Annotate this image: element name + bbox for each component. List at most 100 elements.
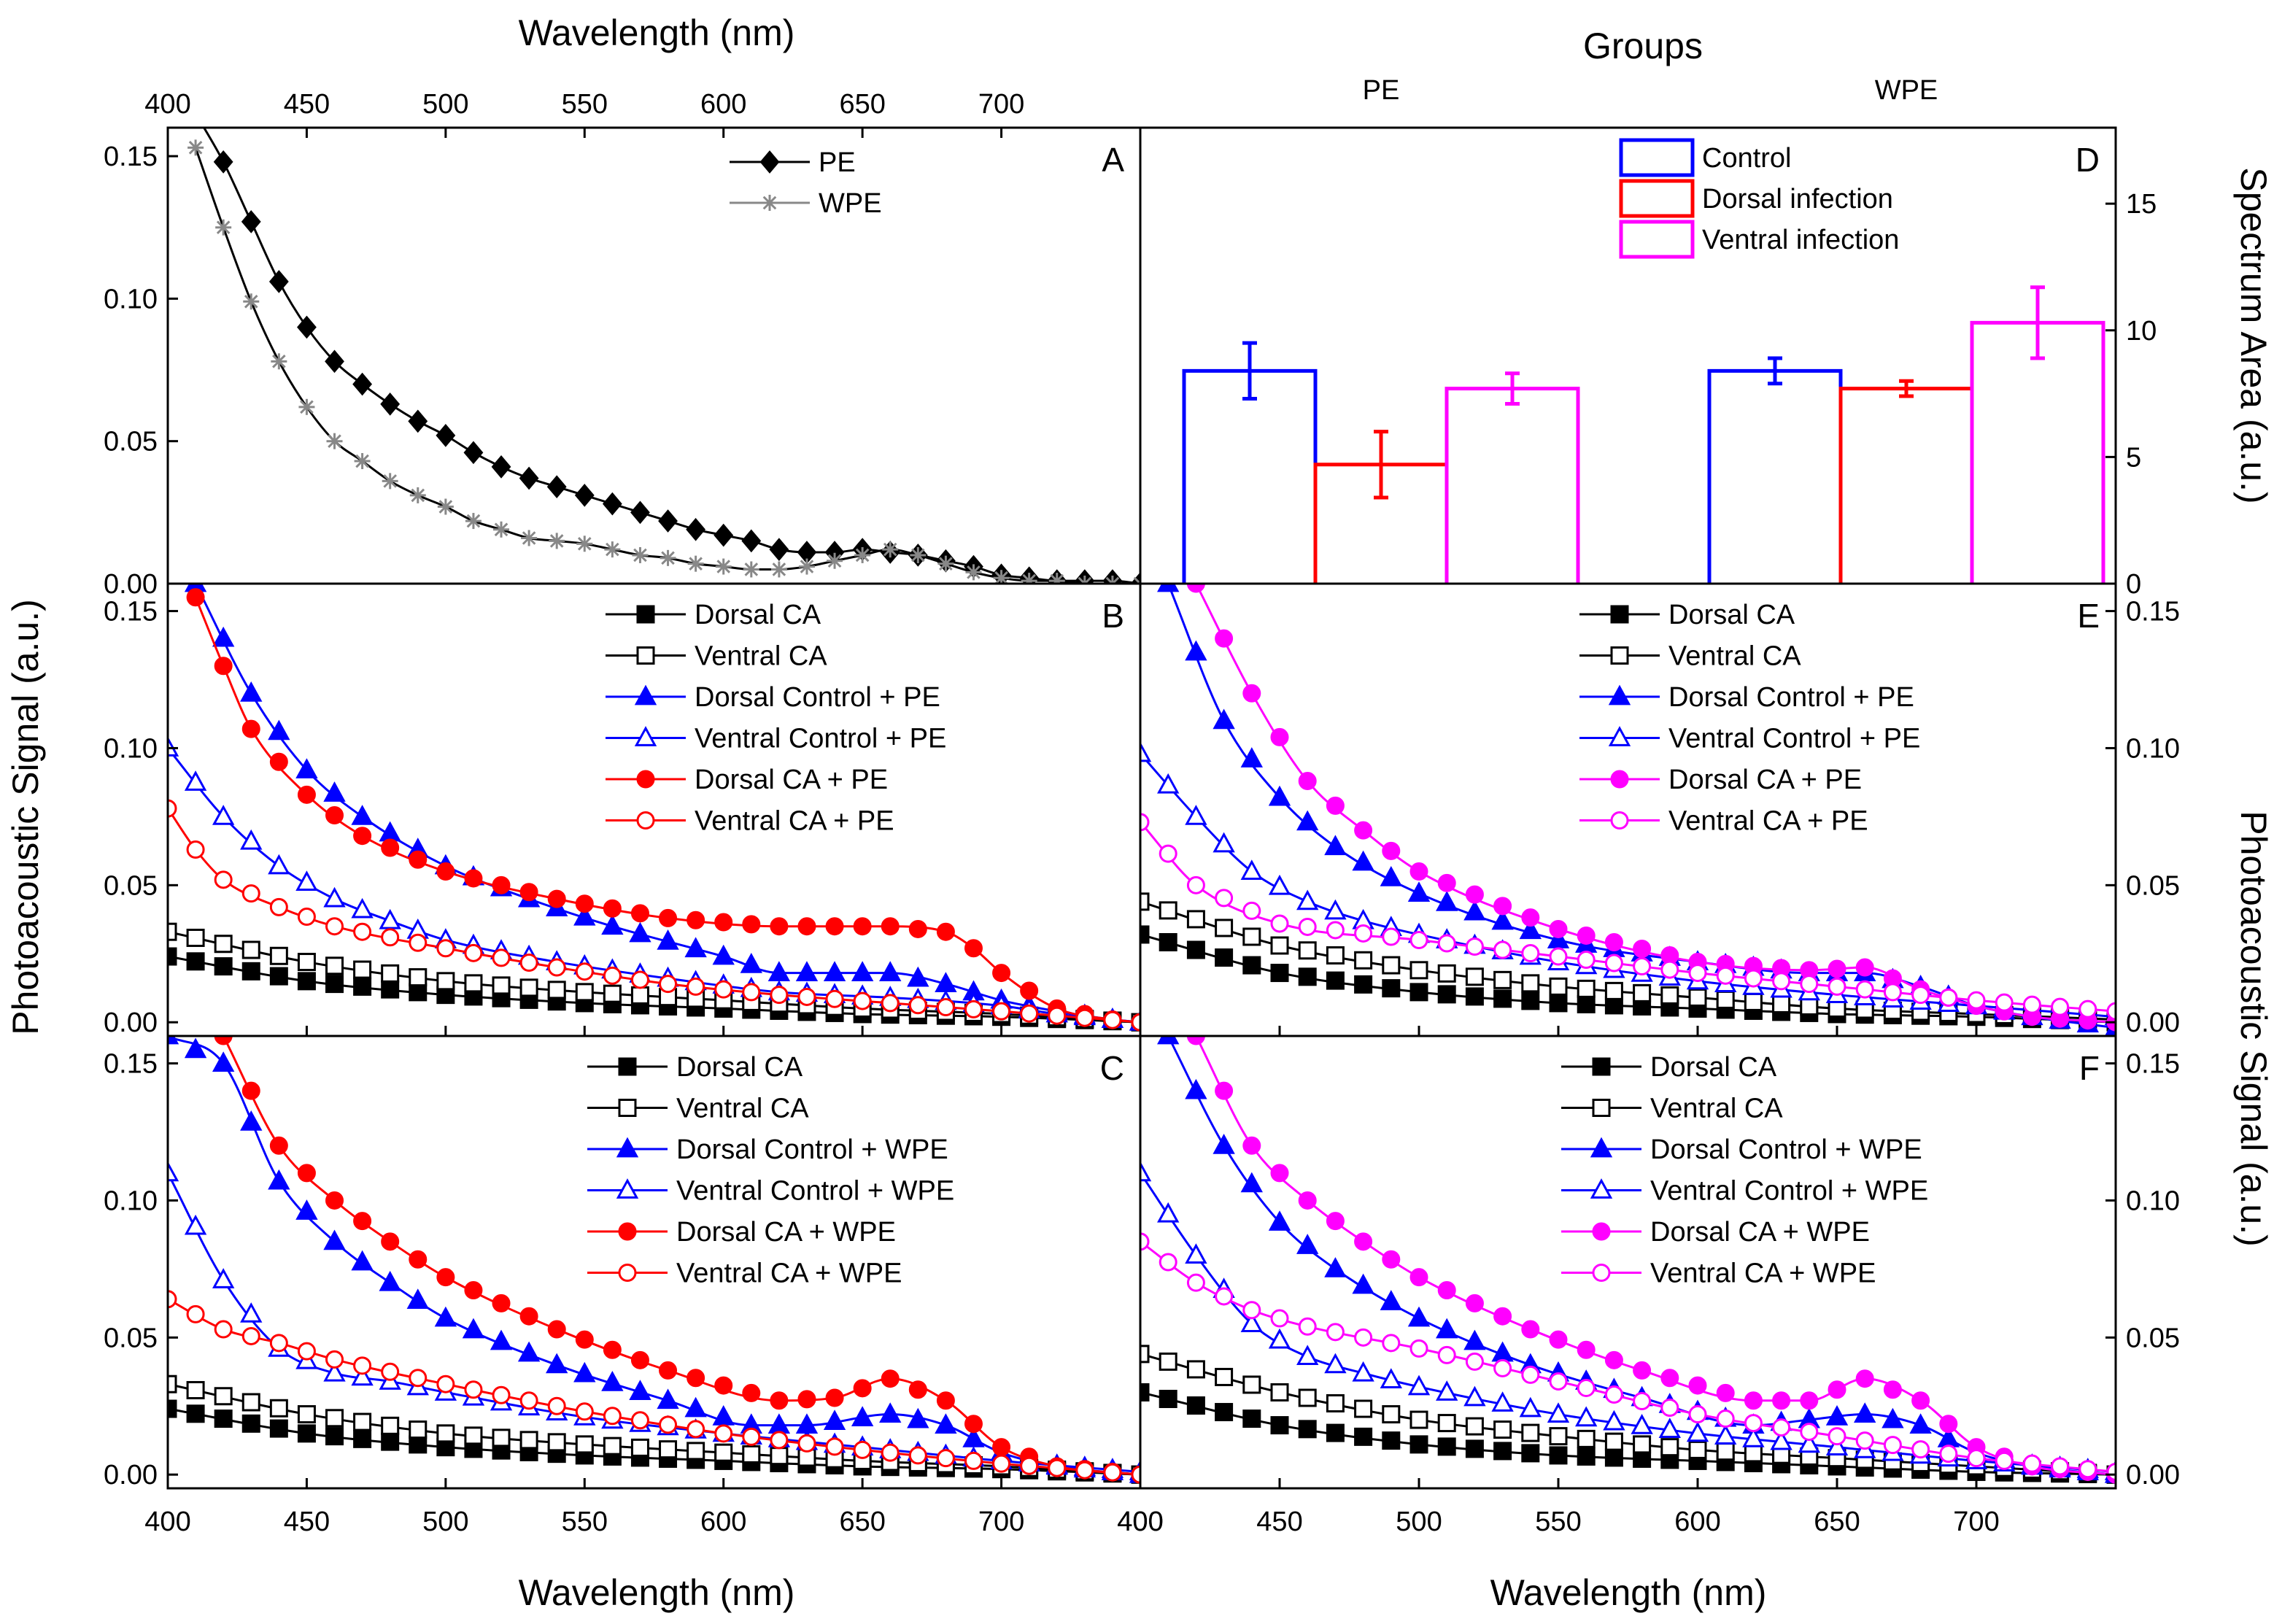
data-point bbox=[1882, 1407, 1904, 1428]
data-point bbox=[1493, 989, 1512, 1008]
y-tick-label: 10 bbox=[2126, 316, 2157, 347]
data-point bbox=[797, 987, 816, 1006]
x-tick-label: 650 bbox=[839, 89, 885, 120]
data-point bbox=[1157, 584, 1180, 592]
data-point bbox=[168, 1290, 177, 1309]
data-point bbox=[992, 1002, 1011, 1021]
panel-letter-e: E bbox=[2077, 597, 2100, 635]
data-point bbox=[519, 953, 538, 972]
data-point bbox=[1354, 1328, 1373, 1347]
data-point bbox=[464, 869, 483, 888]
data-point bbox=[1995, 993, 2014, 1012]
data-point bbox=[1493, 940, 1512, 959]
data-point bbox=[549, 533, 565, 549]
data-point bbox=[1215, 919, 1234, 937]
data-point bbox=[1967, 1449, 1986, 1468]
data-point bbox=[1020, 981, 1039, 1000]
data-point bbox=[1352, 1273, 1374, 1294]
data-point bbox=[1825, 1435, 1849, 1456]
data-point bbox=[742, 1427, 761, 1446]
data-point bbox=[770, 1447, 789, 1466]
star-stroke bbox=[383, 474, 397, 488]
frame-layer bbox=[166, 126, 2117, 1490]
data-point bbox=[1270, 727, 1289, 746]
data-point bbox=[823, 961, 846, 981]
data-point bbox=[687, 910, 705, 929]
data-point bbox=[1883, 1380, 1902, 1399]
data-point bbox=[575, 1330, 594, 1349]
data-point bbox=[992, 964, 1011, 983]
data-point bbox=[1939, 1445, 1958, 1463]
legend-item-dorsal-ca-wpe: Dorsal CA + WPE bbox=[587, 1217, 896, 1248]
data-point bbox=[1549, 1446, 1568, 1465]
data-point bbox=[519, 883, 538, 902]
data-point bbox=[297, 785, 316, 804]
data-point bbox=[2022, 1454, 2041, 1473]
data-point bbox=[851, 1406, 874, 1426]
star-stroke bbox=[522, 531, 536, 545]
data-point bbox=[240, 829, 263, 850]
legend-label: Ventral Control + PE bbox=[1668, 724, 1920, 754]
legend-item-ventral-ca: Ventral CA bbox=[1561, 1094, 1783, 1124]
star-stroke bbox=[744, 562, 759, 576]
series-dorsal-control-wpe bbox=[1157, 1036, 2116, 1483]
panel-letter-d: D bbox=[2076, 141, 2100, 179]
star-stroke bbox=[466, 514, 481, 528]
legend-label: Ventral CA + PE bbox=[1668, 806, 1868, 837]
legend-swatch-marker bbox=[1608, 726, 1631, 746]
data-point bbox=[1020, 1456, 1039, 1475]
y-tick-label: 0.15 bbox=[104, 1049, 158, 1080]
data-point bbox=[1437, 873, 1456, 892]
data-point bbox=[1437, 985, 1456, 1004]
data-point bbox=[2051, 997, 2070, 1016]
data-point bbox=[1185, 805, 1207, 825]
data-point bbox=[547, 1320, 566, 1339]
data-point bbox=[1437, 934, 1456, 953]
data-point bbox=[1382, 1334, 1401, 1353]
series-line bbox=[168, 1172, 1140, 1473]
data-point bbox=[409, 487, 426, 503]
legend-label: Dorsal CA bbox=[695, 600, 821, 630]
data-point bbox=[1577, 1429, 1596, 1448]
data-point bbox=[325, 1350, 344, 1369]
data-point bbox=[908, 996, 927, 1015]
data-point bbox=[795, 961, 819, 981]
legend-label: Ventral CA + WPE bbox=[676, 1258, 902, 1289]
data-point bbox=[184, 770, 207, 791]
data-point bbox=[1493, 970, 1512, 989]
data-point bbox=[297, 315, 317, 339]
data-point bbox=[1519, 919, 1542, 940]
x-tick-label: 450 bbox=[284, 89, 330, 120]
data-point bbox=[825, 1437, 844, 1456]
data-point bbox=[1354, 924, 1373, 943]
data-point bbox=[1437, 964, 1456, 983]
data-point bbox=[908, 919, 927, 938]
data-point bbox=[214, 1410, 233, 1428]
star-stroke bbox=[1024, 573, 1036, 584]
data-point bbox=[879, 1402, 902, 1423]
legend-swatch-marker bbox=[636, 646, 655, 665]
data-point bbox=[1855, 1431, 1874, 1450]
bottom-right-xlabel: Wavelength (nm) bbox=[1490, 1572, 1767, 1613]
data-point bbox=[965, 564, 982, 581]
data-point bbox=[1772, 994, 1791, 1013]
data-point bbox=[1828, 1427, 1846, 1446]
data-point bbox=[1633, 983, 1652, 1002]
data-point bbox=[1131, 1465, 1140, 1484]
star-stroke bbox=[1052, 573, 1064, 584]
panel-c-plot bbox=[168, 1036, 1140, 1484]
data-point bbox=[325, 975, 344, 994]
panel-letter-c: C bbox=[1100, 1049, 1124, 1087]
data-point bbox=[409, 983, 428, 1002]
data-point bbox=[1157, 1202, 1180, 1223]
bottom-left-xlabel: Wavelength (nm) bbox=[519, 1572, 795, 1613]
legend-item-pe: PE bbox=[730, 147, 856, 178]
star-stroke bbox=[883, 542, 897, 557]
legend-label: Dorsal Control + WPE bbox=[676, 1134, 948, 1165]
data-point bbox=[2051, 1457, 2070, 1476]
data-point bbox=[1547, 928, 1570, 948]
data-point bbox=[601, 914, 624, 935]
legend-label: Ventral CA + WPE bbox=[1650, 1258, 1876, 1289]
data-point bbox=[240, 1302, 263, 1323]
data-point bbox=[659, 1415, 678, 1434]
